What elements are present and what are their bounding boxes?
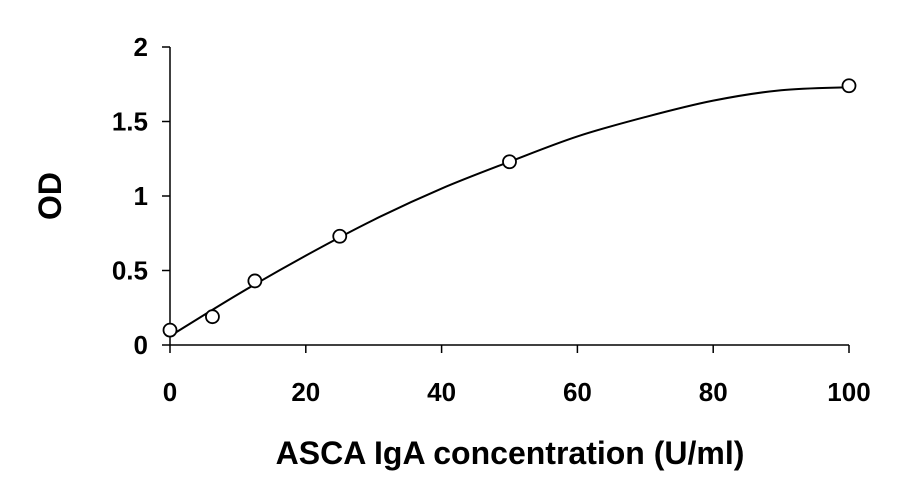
y-tick-label: 1.5: [112, 107, 148, 137]
x-tick-label: 60: [563, 377, 592, 407]
data-point: [841, 78, 857, 94]
x-ticks: 0 20 40 60 80 100: [163, 345, 871, 407]
x-tick-label: 100: [827, 377, 870, 407]
axes: [169, 47, 849, 346]
data-point: [502, 154, 517, 170]
y-tick-label: 0.5: [112, 256, 148, 286]
x-tick-label: 20: [291, 377, 320, 407]
trendline: [169, 86, 850, 337]
data-point: [162, 322, 178, 338]
data-point: [205, 309, 220, 325]
y-tick-label: 1: [134, 181, 148, 211]
y-tick-label: 2: [134, 32, 148, 62]
x-axis-title: ASCA IgA concentration (U/ml): [276, 435, 745, 471]
data-points: [162, 78, 857, 338]
x-tick-label: 40: [427, 377, 456, 407]
y-ticks: 0 0.5 1 1.5 2: [112, 32, 170, 360]
data-point: [332, 228, 348, 244]
data-point: [247, 273, 263, 289]
y-tick-label: 0: [134, 330, 148, 360]
x-tick-label: 0: [163, 377, 177, 407]
x-tick-label: 80: [699, 377, 728, 407]
y-axis-title: OD: [32, 172, 68, 220]
